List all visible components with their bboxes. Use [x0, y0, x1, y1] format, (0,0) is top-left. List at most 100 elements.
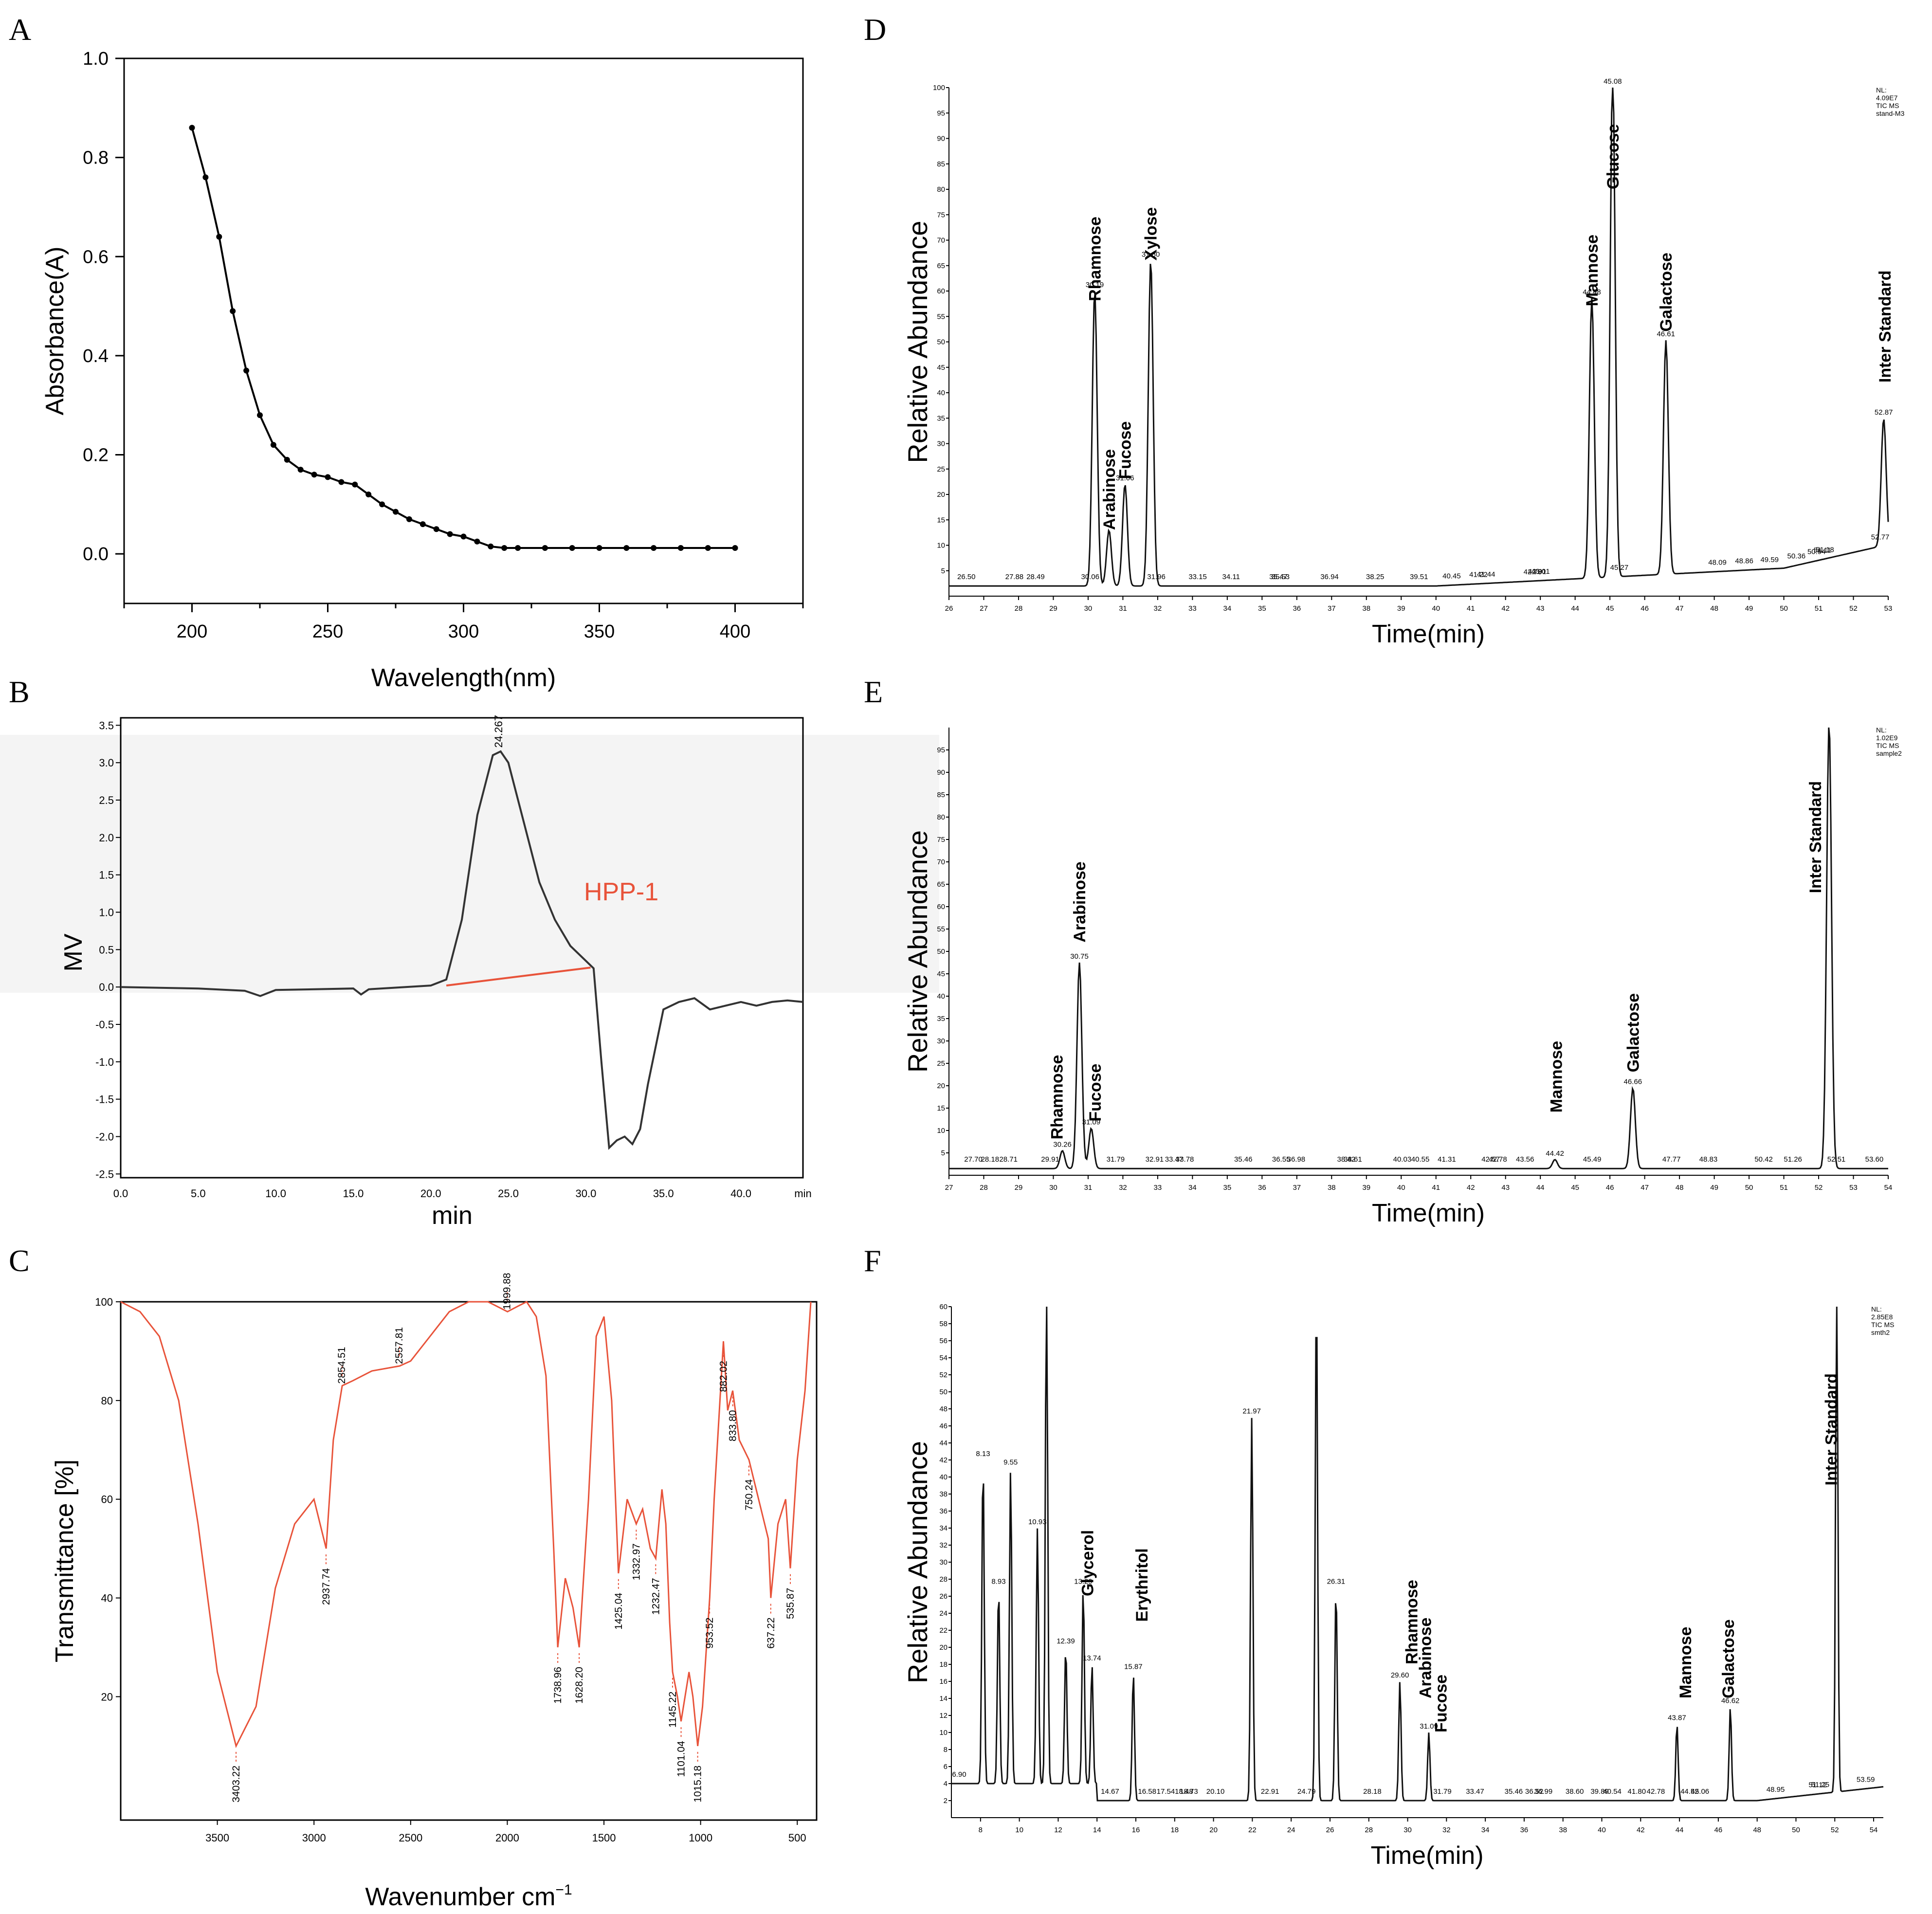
x-tick-label: 20.0	[420, 1187, 441, 1200]
y-tick-label: 0.0	[83, 544, 109, 565]
minor-peak-label: 38.61	[1344, 1155, 1362, 1164]
x-tick-label: 30.0	[575, 1187, 596, 1200]
y-tick-label: 0.2	[83, 445, 109, 466]
y-tick-label: 85	[937, 160, 945, 168]
y-tick-label: 4	[944, 1780, 948, 1788]
y-tick-label: 3.5	[99, 719, 114, 731]
sugar-label: Arabinose	[1416, 1618, 1435, 1698]
x-tick-label: 36	[1520, 1826, 1529, 1834]
x-tick-label: 22	[1248, 1826, 1257, 1834]
info-text: 2.85E8	[1871, 1313, 1893, 1321]
minor-peak-label: 18.48	[1175, 1787, 1193, 1796]
x-tick-label: 34	[1188, 1184, 1197, 1192]
x-tick-label: 36	[1293, 604, 1301, 613]
x-tick-label: 43	[1501, 1184, 1510, 1192]
data-point	[352, 481, 358, 488]
peak-label: 750.24	[744, 1479, 755, 1511]
info-text: 4.09E7	[1876, 94, 1898, 102]
x-tick-label: 52	[1849, 604, 1858, 613]
peak-label: 30.19	[1086, 281, 1104, 289]
y-tick-label: 0.6	[83, 247, 109, 267]
y-tick-label: 100	[95, 1296, 113, 1308]
data-point	[406, 516, 412, 522]
minor-peak-label: 34.11	[1222, 573, 1239, 581]
x-tick-label: 15.0	[343, 1187, 364, 1200]
minor-peak-label: 39.51	[1410, 573, 1428, 581]
minor-peak-label: 45.27	[1610, 564, 1629, 572]
x-tick-label: 47	[1640, 1184, 1649, 1192]
x-tick-label: 0.0	[113, 1187, 128, 1200]
sugar-label: Galactose	[1719, 1619, 1738, 1698]
y-tick-label: 5	[941, 1149, 945, 1157]
x-tick-label: 3000	[302, 1832, 326, 1844]
y-tick-label: 70	[937, 237, 945, 245]
y-tick-label: 20	[939, 1643, 948, 1652]
y-tick-label: 45	[937, 970, 945, 978]
y-tick-label: 30	[937, 440, 945, 448]
x-tick-label: 24	[1287, 1826, 1295, 1834]
y-tick-label: 10	[937, 1127, 945, 1135]
x-tick-label: 39	[1362, 1184, 1370, 1192]
x-tick-label: 49	[1710, 1184, 1718, 1192]
info-text: smth2	[1871, 1329, 1890, 1336]
minor-peak-label: 38.60	[1566, 1787, 1584, 1796]
y-tick-label: 15	[937, 516, 945, 524]
sugar-label: Inter Standard	[1822, 1373, 1841, 1485]
x-tick-label: 32	[1154, 604, 1162, 613]
y-axis-title: Transmittance [%]	[51, 1459, 79, 1662]
sugar-label: Fucose	[1086, 1064, 1105, 1122]
minor-peak-label: 51.26	[1784, 1155, 1802, 1164]
y-tick-label: 20	[937, 491, 945, 499]
minor-peak-label: 40.45	[1442, 572, 1461, 580]
x-tick-label: 42	[1501, 604, 1510, 613]
y-tick-label: 80	[937, 185, 945, 194]
y-axis-title: Absorbance(A)	[41, 247, 69, 416]
x-tick-label: 200	[177, 621, 207, 642]
data-point	[433, 526, 439, 532]
data-point	[379, 501, 385, 508]
minor-peak-label: 28.49	[1026, 573, 1045, 581]
minor-peak-label: 49.59	[1760, 556, 1779, 564]
x-tick-label: 35.0	[653, 1187, 674, 1200]
x-tick-label: 52	[1815, 1184, 1823, 1192]
y-tick-label: 25	[937, 465, 945, 474]
x-tick-label: 40.0	[730, 1187, 751, 1200]
peak-label: 2937.74	[321, 1568, 332, 1605]
panel-c: C 3500 3000 2500 2000 1500 1000 500 20 40 60 80 100 W…	[9, 1243, 818, 1911]
minor-peak-label: 14.67	[1101, 1787, 1119, 1796]
peak-label: 637.22	[766, 1618, 777, 1649]
panel-letter-a: A	[9, 12, 31, 47]
data-point	[297, 467, 304, 473]
x-tick-label: 54	[1884, 1184, 1893, 1192]
y-tick-label: 50	[939, 1388, 948, 1396]
x-tick-label: 50	[1792, 1826, 1800, 1834]
x-tick-label: 38	[1362, 604, 1370, 613]
peak-label: 2557.81	[394, 1327, 405, 1364]
y-tick-label: 10	[939, 1729, 948, 1737]
y-tick-label: -2.5	[95, 1168, 114, 1180]
sugar-label: Fucose	[1116, 421, 1135, 479]
x-tick-label: 50	[1745, 1184, 1753, 1192]
minor-peak-label: 47.77	[1662, 1155, 1681, 1164]
x-tick-label: 45	[1606, 604, 1614, 613]
peak-label: 833.80	[728, 1410, 739, 1441]
x-tick-label: 44	[1676, 1826, 1684, 1834]
sugar-label: Rhamnose	[1403, 1580, 1422, 1664]
panel-letter-c: C	[9, 1243, 30, 1278]
y-tick-label: 50	[937, 948, 945, 956]
panel-letter-d: D	[864, 12, 886, 47]
peak-label: 1628.20	[574, 1667, 585, 1704]
data-point	[460, 533, 467, 540]
y-tick-label: 44	[939, 1439, 948, 1447]
y-tick-label: 100	[933, 84, 945, 92]
y-tick-label: 24	[939, 1609, 948, 1618]
x-tick-label: 41	[1432, 1184, 1440, 1192]
x-axis-title: Time(min)	[1370, 1841, 1483, 1870]
x-tick-label: 32	[1119, 1184, 1127, 1192]
y-tick-label: 60	[937, 903, 945, 911]
x-tick-label: 40	[1397, 1184, 1405, 1192]
data-point	[365, 492, 372, 497]
data-point	[474, 538, 480, 545]
x-tick-label: 20	[1209, 1826, 1218, 1834]
